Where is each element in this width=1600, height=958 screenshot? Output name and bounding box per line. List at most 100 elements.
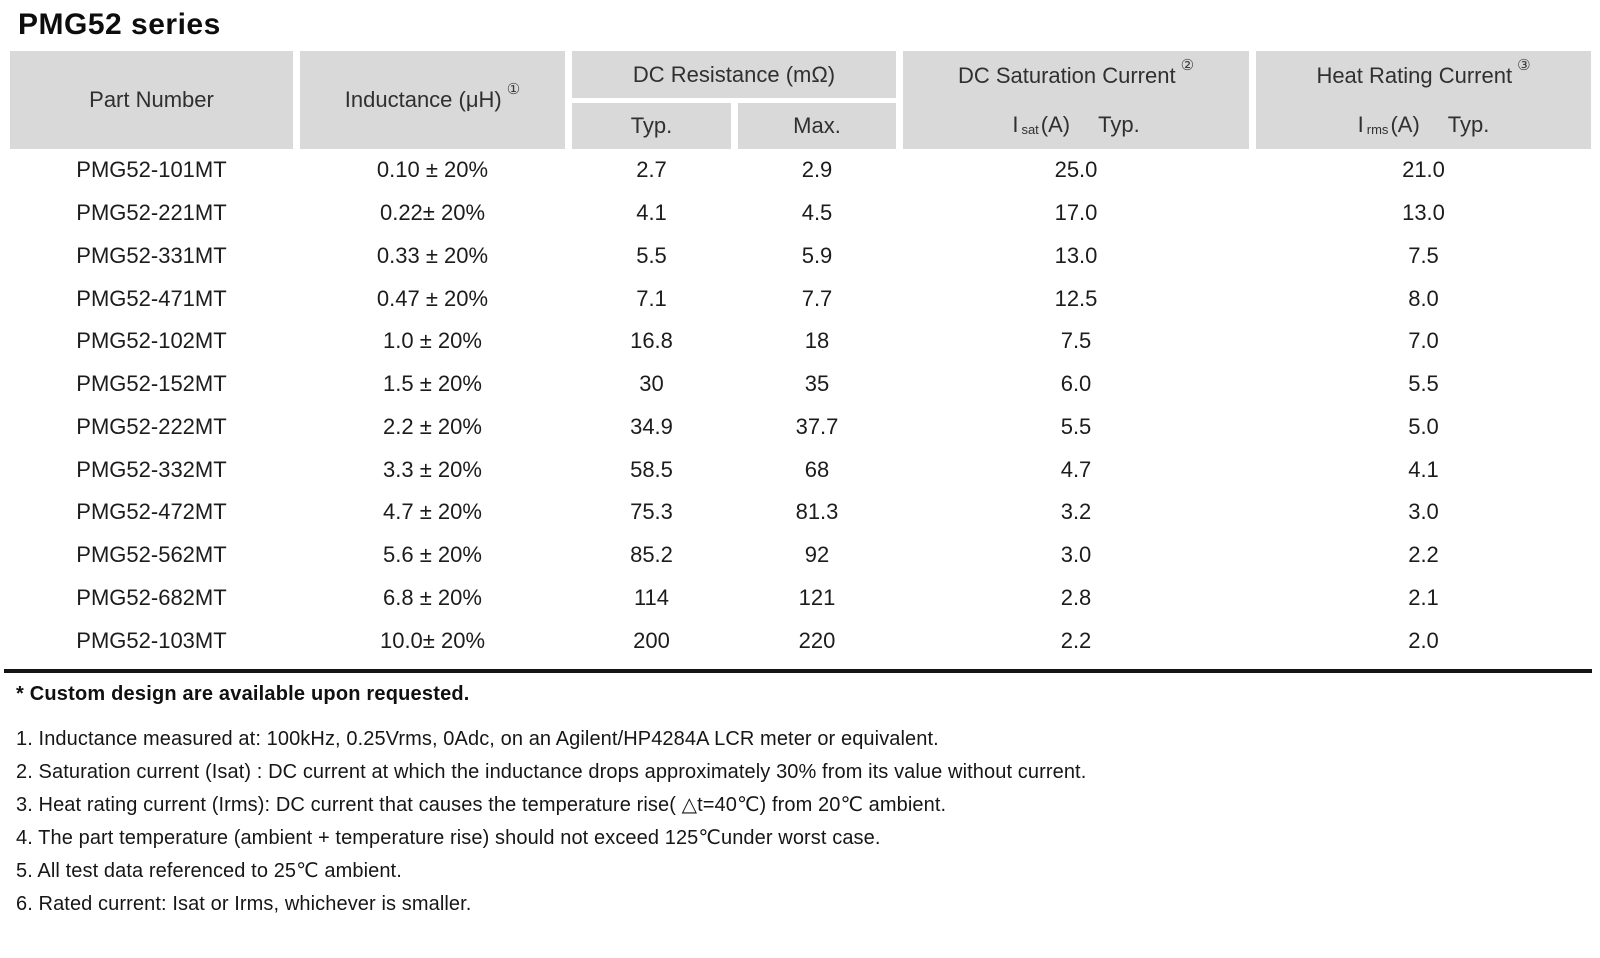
irms-typ-label: Typ. [1447,111,1490,137]
cell-dcr-max: 68 [804,456,830,482]
cell-irms: 5.5 [1408,371,1439,397]
cell-part-number: PMG52-332MT [76,456,227,482]
cell-inductance: 6.8 ± 20% [383,584,482,610]
cell-part-number: PMG52-152MT [76,371,227,397]
cell-irms: 13.0 [1402,200,1445,226]
footnote-ref-3-icon: ③ [1517,56,1531,74]
cell-dcr-max: 81.3 [795,499,839,525]
page-title: PMG52 series [18,8,221,41]
table-row: PMG52-103MT 10.0± 20% 200 220 2.2 2.0 [10,619,1600,662]
isat-subscript: sat [1021,122,1039,137]
footnote-1: 1. Inductance measured at: 100kHz, 0.25V… [16,727,939,750]
cell-dcr-max: 35 [804,371,830,397]
cell-isat: 3.2 [1060,499,1092,525]
header-part-number-label: Part Number [89,87,214,112]
cell-irms: 2.0 [1408,627,1439,653]
header-heat-title: Heat Rating Current ③ [1256,51,1591,100]
cell-irms: 8.0 [1408,285,1439,311]
cell-isat: 17.0 [1054,200,1098,226]
cell-part-number: PMG52-221MT [76,200,227,226]
cell-dcr-max: 7.7 [801,285,833,311]
irms-unit: (A) [1390,111,1420,137]
header-heat-label: Heat Rating Current [1316,62,1513,88]
table-row: PMG52-332MT 3.3 ± 20% 58.5 68 4.7 4.1 [10,448,1600,491]
table-row: PMG52-102MT 1.0 ± 20% 16.8 18 7.5 7.0 [10,320,1600,363]
cell-irms: 5.0 [1408,413,1439,439]
footnote-4: 4. The part temperature (ambient + tempe… [16,826,881,849]
footnotes: 1. Inductance measured at: 100kHz, 0.25V… [16,723,1600,921]
footnote-2: 2. Saturation current (Isat) : DC curren… [16,760,1087,783]
cell-part-number: PMG52-101MT [76,157,227,183]
cell-isat: 7.5 [1060,328,1092,354]
cell-inductance: 0.22± 20% [379,200,486,226]
table-row: PMG52-562MT 5.6 ± 20% 85.2 92 3.0 2.2 [10,534,1600,577]
cell-dcr-max: 37.7 [795,413,839,439]
cell-dcr-max: 4.5 [801,200,833,226]
table-row: PMG52-152MT 1.5 ± 20% 30 35 6.0 5.5 [10,363,1600,406]
cell-part-number: PMG52-471MT [76,285,227,311]
table-header: Part Number Inductance (μH) ① DC Resista… [10,51,1600,149]
table-body: PMG52-101MT 0.10 ± 20% 2.7 2.9 25.0 21.0… [10,149,1600,662]
cell-irms: 7.0 [1408,328,1439,354]
header-inductance: Inductance (μH) ① [300,51,565,149]
cell-part-number: PMG52-222MT [76,413,227,439]
table-row: PMG52-472MT 4.7 ± 20% 75.3 81.3 3.2 3.0 [10,491,1600,534]
cell-irms: 21.0 [1402,157,1445,183]
cell-isat: 4.7 [1060,456,1092,482]
cell-part-number: PMG52-331MT [76,242,227,268]
header-saturation-label: DC Saturation Current [957,62,1176,88]
cell-irms: 7.5 [1408,242,1439,268]
header-part-number: Part Number [10,51,293,149]
table-bottom-rule [4,669,1592,673]
cell-inductance: 0.33 ± 20% [376,242,489,268]
cell-dcr-typ: 4.1 [636,200,667,226]
cell-dcr-typ: 58.5 [630,456,673,482]
cell-inductance: 0.47 ± 20% [376,285,489,311]
cell-irms: 4.1 [1408,456,1439,482]
isat-unit: (A) [1040,111,1071,137]
cell-dcr-typ: 200 [633,627,670,653]
cell-dcr-typ: 30 [639,371,664,397]
footnote-ref-1-icon: ① [506,81,521,98]
table-row: PMG52-101MT 0.10 ± 20% 2.7 2.9 25.0 21.0 [10,149,1600,192]
cell-inductance: 4.7 ± 20% [383,499,482,525]
isat-typ-label: Typ. [1098,111,1140,137]
irms-subscript: rms [1366,122,1389,137]
header-dcr-max-label: Max. [793,113,841,138]
cell-isat: 6.0 [1060,371,1092,397]
header-heat-rating-current: Heat Rating Current ③ I rms (A) Typ. [1256,51,1591,149]
cell-part-number: PMG52-472MT [76,499,227,525]
custom-design-note: * Custom design are available upon reque… [16,682,470,705]
cell-inductance: 1.0 ± 20% [383,328,482,354]
cell-irms: 2.1 [1408,584,1439,610]
footnote-5: 5. All test data referenced to 25℃ ambie… [16,859,402,882]
cell-dcr-max: 2.9 [801,157,833,183]
footnote-3: 3. Heat rating current (Irms): DC curren… [16,793,947,816]
footnote-6: 6. Rated current: Isat or Irms, whicheve… [16,892,472,915]
cell-inductance: 2.2 ± 20% [383,413,482,439]
header-heat-units: I rms (A) Typ. [1256,100,1591,149]
footnote-ref-2-icon: ② [1180,56,1195,74]
cell-dcr-typ: 114 [633,584,670,610]
header-dcr-typ-label: Typ. [630,113,673,138]
header-saturation-units: I sat (A) Typ. [903,100,1249,149]
cell-part-number: PMG52-562MT [76,542,227,568]
header-dcr-typ: Typ. [572,103,731,149]
cell-isat: 13.0 [1054,242,1098,268]
cell-dcr-typ: 2.7 [636,157,667,183]
cell-irms: 2.2 [1408,542,1439,568]
cell-irms: 3.0 [1408,499,1439,525]
table-row: PMG52-222MT 2.2 ± 20% 34.9 37.7 5.5 5.0 [10,406,1600,449]
cell-dcr-typ: 34.9 [630,413,673,439]
table-row: PMG52-331MT 0.33 ± 20% 5.5 5.9 13.0 7.5 [10,235,1600,278]
header-dcr-max: Max. [738,103,896,149]
header-dc-resistance-label: DC Resistance (mΩ) [632,61,836,87]
cell-dcr-typ: 16.8 [630,328,673,354]
header-dc-resistance: DC Resistance (mΩ) [572,51,896,98]
cell-dcr-typ: 7.1 [636,285,667,311]
header-saturation-current: DC Saturation Current ② I sat (A) Typ. [903,51,1249,149]
cell-part-number: PMG52-102MT [76,328,227,354]
isat-symbol: I [1012,111,1019,137]
cell-dcr-max: 18 [804,328,830,354]
cell-isat: 2.2 [1060,627,1092,653]
